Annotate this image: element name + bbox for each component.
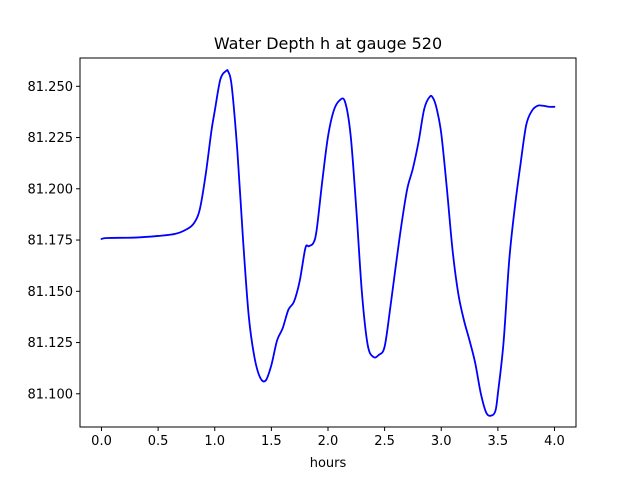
chart-title: Water Depth h at gauge 520 bbox=[214, 34, 442, 53]
x-tick-label: 0.0 bbox=[91, 434, 112, 449]
x-tick-label: 1.5 bbox=[261, 434, 282, 449]
y-tick-label: 81.250 bbox=[28, 80, 74, 95]
x-tick-label: 1.0 bbox=[204, 434, 225, 449]
y-tick-label: 81.125 bbox=[28, 336, 74, 351]
y-tick-label: 81.225 bbox=[28, 131, 74, 146]
x-tick-label: 3.0 bbox=[431, 434, 452, 449]
x-axis-ticks: 0.0 0.5 1.0 1.5 2.0 2.5 3.0 3.5 4.0 bbox=[91, 427, 565, 449]
y-axis-ticks: 81.100 81.125 81.150 81.175 81.200 81.225 81.2… bbox=[28, 80, 80, 402]
x-tick-label: 2.0 bbox=[318, 434, 339, 449]
series-group bbox=[100, 69, 556, 417]
y-tick-label: 81.150 bbox=[28, 285, 74, 300]
y-tick-label: 81.175 bbox=[28, 234, 74, 249]
x-tick-label: 3.5 bbox=[488, 434, 509, 449]
plot-area bbox=[80, 58, 576, 427]
y-tick-label: 81.100 bbox=[28, 387, 74, 402]
x-axis-label: hours bbox=[310, 456, 347, 471]
x-tick-label: 2.5 bbox=[374, 434, 395, 449]
y-tick-label: 81.200 bbox=[28, 182, 74, 197]
x-tick-label: 4.0 bbox=[544, 434, 565, 449]
x-tick-label: 0.5 bbox=[148, 434, 169, 449]
plot-frame bbox=[79, 57, 577, 428]
series-line-0 bbox=[100, 69, 556, 417]
